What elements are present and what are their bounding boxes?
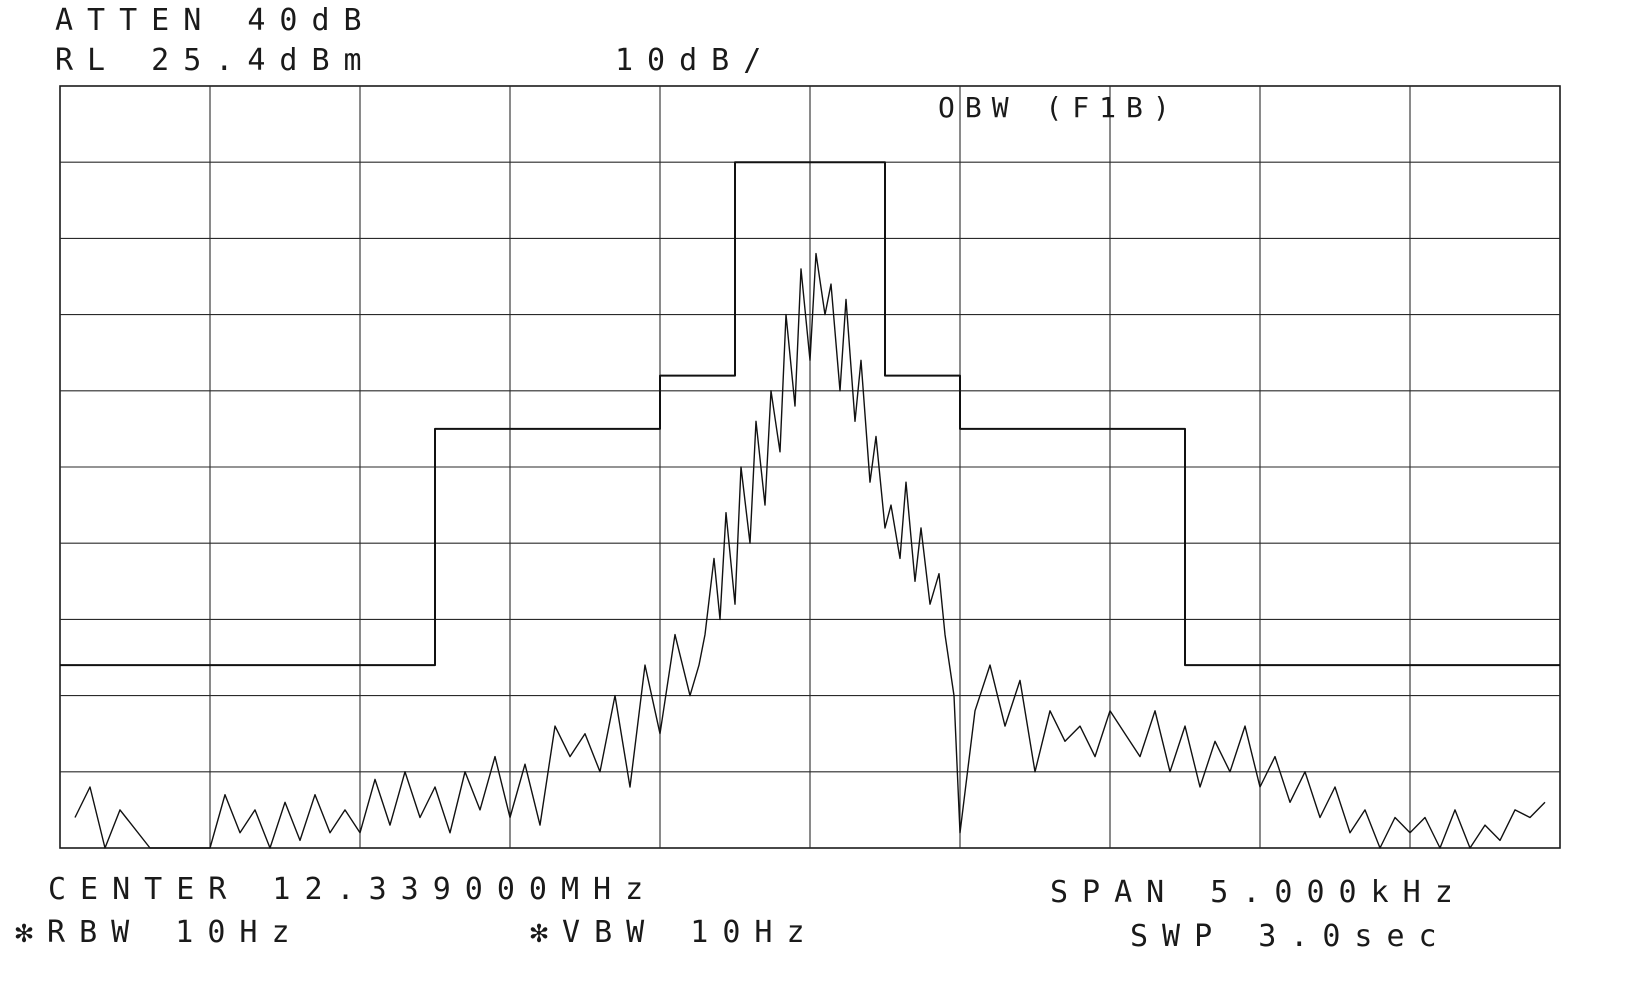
scale-label: 10dB/ <box>615 43 776 78</box>
obw-mask-group <box>60 161 1560 667</box>
rbw-label: ✻RBW 10Hz <box>15 915 304 950</box>
obw-mask-line <box>60 161 1560 667</box>
mask-label: OBW (F1B) <box>938 91 1180 124</box>
center-frequency-label: CENTER 12.339000MHz <box>48 872 658 907</box>
atten-label: ATTEN 40dB <box>55 3 376 38</box>
span-label: SPAN 5.000kHz <box>1050 875 1467 910</box>
spectrum-trace <box>74 252 1546 849</box>
plot-grid <box>59 85 1561 849</box>
spectrum-trace-group <box>74 252 1546 849</box>
vbw-label: ✻VBW 10Hz <box>530 915 819 950</box>
ref-level-label: RL 25.4dBm <box>55 43 376 78</box>
sweep-label: SWP 3.0sec <box>1130 919 1451 954</box>
